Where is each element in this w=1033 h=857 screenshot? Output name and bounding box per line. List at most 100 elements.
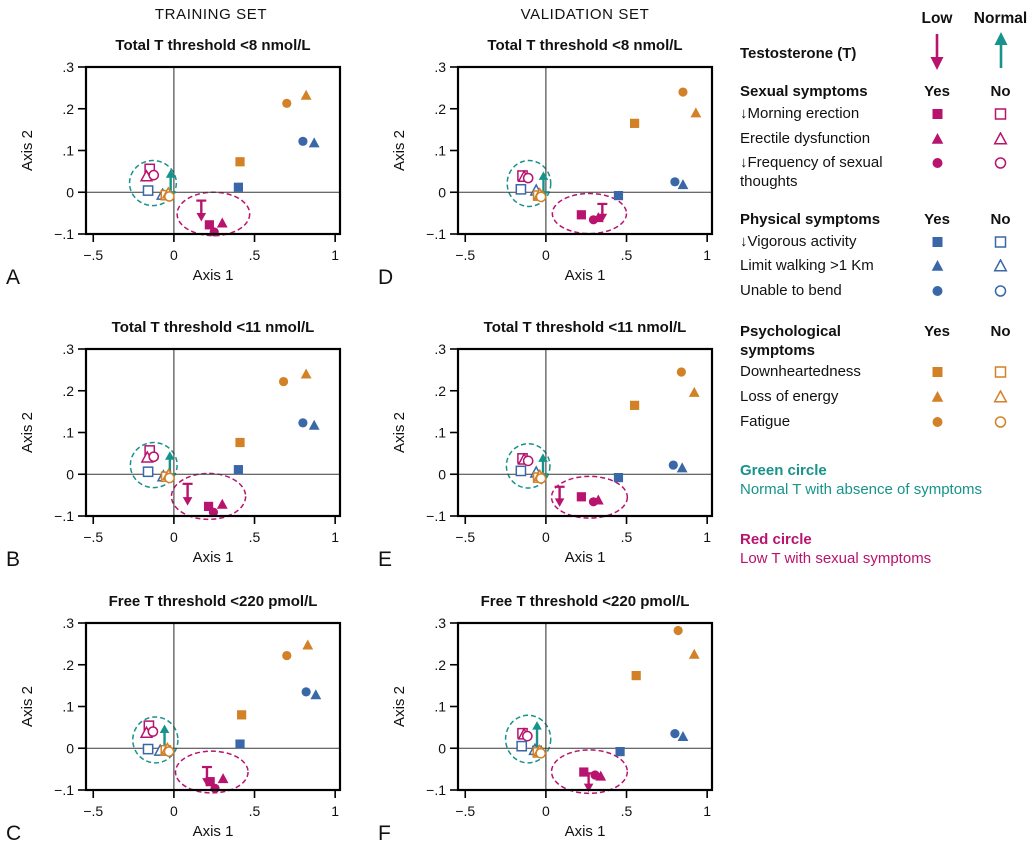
circle-icon — [932, 416, 942, 427]
legend-row: ↓Morning erection — [740, 105, 1033, 127]
svg-text:−.5: −.5 — [455, 529, 475, 545]
square-icon — [932, 108, 942, 119]
legend-group-title: Psychological symptoms — [740, 322, 841, 359]
svg-text:−.1: −.1 — [426, 226, 446, 242]
legend-row: Downheartedness — [740, 363, 1033, 385]
red-circle-note: Red circle Low T with sexual symptoms — [740, 530, 1033, 569]
svg-text:0: 0 — [66, 466, 74, 482]
legend-group-header: Psychological symptoms Yes No — [740, 323, 1033, 361]
legend-yes-symbol-cell — [906, 363, 968, 385]
legend-no-symbol-cell — [968, 130, 1033, 152]
svg-text:0: 0 — [438, 740, 446, 756]
red-circle-title: Red circle — [740, 530, 812, 548]
legend-group-title: Sexual symptoms — [740, 83, 868, 101]
svg-text:.5: .5 — [621, 247, 633, 263]
svg-text:1: 1 — [703, 803, 711, 819]
scatter-chart-d: Total T threshold <8 nmol/L −.5 0 .5 1 .3 .2 .1… — [378, 37, 714, 289]
svg-text:0: 0 — [438, 184, 446, 200]
triangle-icon — [931, 260, 943, 272]
chart-title: Total T threshold <8 nmol/L — [487, 37, 682, 54]
legend-row-label: Erectile dysfunction — [740, 129, 871, 147]
legend-no-symbol-cell — [968, 363, 1033, 385]
legend-group: Physical symptoms Yes No ↓Vigorous activity… — [740, 211, 1033, 304]
chart-title: Free T threshold <220 pmol/L — [481, 593, 690, 610]
legend-groups: Sexual symptoms Yes No ↓Morning erection Ere… — [740, 83, 1033, 435]
svg-text:.5: .5 — [249, 529, 261, 545]
legend-no-symbol-cell — [968, 257, 1033, 279]
green-circle-desc: Normal T with absence of symptoms — [740, 481, 983, 499]
scatter-chart-b: Total T threshold <11 nmol/L −.5 0 .5 1 .3 .2.… — [6, 319, 342, 571]
svg-text:.1: .1 — [434, 425, 446, 441]
circle-icon — [994, 416, 1007, 428]
scatter-chart-a: Total T threshold <8 nmol/L −.5 0 .5 1 .3 .2 .1… — [6, 37, 342, 289]
svg-text:.3: .3 — [434, 59, 446, 75]
svg-text:−.1: −.1 — [426, 508, 446, 524]
normal-t-up-arrow-icon — [994, 32, 1007, 69]
svg-text:.2: .2 — [434, 383, 446, 399]
scatter-chart-f: Free T threshold <220 pmol/L −.5 0 .5 1 .3 .2.… — [378, 593, 714, 845]
circle-icon — [932, 158, 942, 169]
circle-icon — [932, 286, 942, 297]
triangle-icon — [993, 389, 1008, 403]
legend-row: Fatigue — [740, 413, 1033, 435]
y-axis-label: Axis 2 — [391, 412, 408, 453]
svg-text:−.5: −.5 — [455, 247, 475, 263]
low-t-arrow-cell — [906, 31, 968, 77]
svg-text:.1: .1 — [62, 143, 74, 159]
svg-text:.3: .3 — [434, 615, 446, 631]
legend-no-label: No — [990, 210, 1011, 228]
svg-text:.2: .2 — [62, 101, 74, 117]
panel-letter: D — [378, 266, 393, 288]
legend-row: ↓Vigorous activity — [740, 233, 1033, 255]
y-axis-label: Axis 2 — [19, 412, 36, 453]
svg-text:.5: .5 — [249, 247, 261, 263]
panel-letter: F — [378, 822, 391, 844]
svg-text:0: 0 — [542, 529, 550, 545]
legend-yes-label: Yes — [924, 210, 950, 228]
svg-text:.2: .2 — [62, 657, 74, 673]
square-icon — [994, 235, 1007, 248]
square-icon — [932, 367, 942, 378]
x-axis-label: Axis 1 — [193, 267, 234, 284]
legend-normal-label: Normal — [973, 10, 1028, 27]
x-axis-label: Axis 1 — [565, 823, 606, 840]
legend-low-label: Low — [921, 10, 953, 27]
y-axis-label: Axis 2 — [391, 686, 408, 727]
legend-no-label: No — [990, 83, 1011, 101]
panel-letter: C — [6, 822, 21, 844]
legend-yes-symbol-cell — [906, 388, 968, 410]
svg-text:−.5: −.5 — [83, 803, 103, 819]
legend-no-symbol-cell — [968, 154, 1033, 176]
legend-yes-symbol-cell — [906, 257, 968, 279]
y-axis-label: Axis 2 — [19, 130, 36, 171]
svg-text:0: 0 — [438, 466, 446, 482]
legend-yes-symbol-cell — [906, 130, 968, 152]
svg-text:1: 1 — [703, 247, 711, 263]
panel-f: Free T threshold <220 pmol/L −.5 0 .5 1 .3 .2.… — [374, 576, 722, 849]
legend-yes-symbol-cell — [906, 282, 968, 304]
square-icon — [932, 236, 942, 247]
testosterone-row: Testosterone (T) — [740, 31, 1033, 77]
legend-row-label: Limit walking >1 Km — [740, 257, 874, 275]
panel-letter: E — [378, 548, 392, 570]
y-axis-label: Axis 2 — [19, 686, 36, 727]
legend-group-header: Sexual symptoms Yes No — [740, 83, 1033, 102]
chart-title: Free T threshold <220 pmol/L — [109, 593, 318, 610]
svg-text:.2: .2 — [434, 657, 446, 673]
svg-text:.5: .5 — [621, 803, 633, 819]
x-axis-label: Axis 1 — [565, 549, 606, 566]
legend-no-symbol-cell — [968, 105, 1033, 127]
legend-row-label: ↓Morning erection — [740, 104, 860, 122]
svg-text:.1: .1 — [62, 699, 74, 715]
validation-set-heading: VALIDATION SET — [520, 6, 650, 23]
x-axis-label: Axis 1 — [193, 823, 234, 840]
red-circle-desc: Low T with sexual symptoms — [740, 550, 932, 568]
green-circle-title: Green circle — [740, 461, 827, 479]
circle-icon — [994, 157, 1007, 170]
square-icon — [994, 366, 1007, 379]
svg-text:.2: .2 — [62, 383, 74, 399]
triangle-icon — [931, 391, 943, 402]
legend-row-label: ↓Vigorous activity — [740, 232, 857, 250]
panel-letter: A — [6, 266, 20, 288]
panel-d: Total T threshold <8 nmol/L −.5 0 .5 1 .3 .2 .1… — [374, 20, 722, 293]
